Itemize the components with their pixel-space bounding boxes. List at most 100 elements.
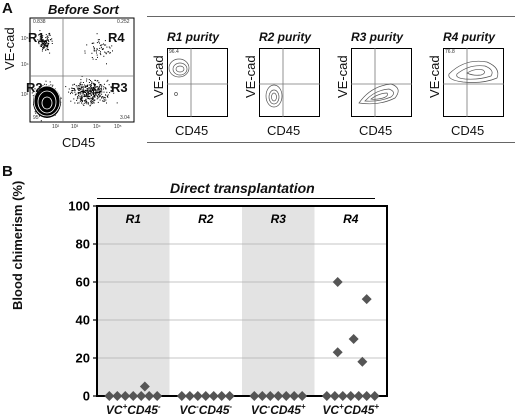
y-tick-label: 80 [76,237,90,252]
data-point [273,391,284,401]
data-point [361,391,372,401]
purity-top-rule [147,16,515,17]
x-category-label: VC-CD45- [179,402,233,417]
y-tick-label: 40 [76,313,90,328]
before-sort-title: Before Sort [48,2,119,17]
data-point [329,391,340,401]
bs-ytick-2: 10⁵ [21,36,29,42]
category-shade [97,206,170,396]
gate-label-r3: R3 [111,80,128,95]
data-point [208,391,219,401]
gate-label-r4: R4 [108,30,125,45]
data-point [120,391,131,401]
data-point [216,391,227,401]
purity-axes [167,48,228,117]
bs-xtick-1: 10³ [71,124,79,130]
gate-label-r2: R2 [26,80,43,95]
purity-xlabel: CD45 [359,123,393,138]
panel-a-letter: A [2,0,13,17]
data-point [192,391,203,401]
data-point [257,391,268,401]
purity-contours [168,58,190,96]
x-category-label: VC-CD45+ [250,402,306,417]
bs-xtick-3: 10⁵ [114,124,122,130]
purity-xlabel: CD45 [175,123,209,138]
category-gate-label: R4 [343,212,359,226]
purity-xlabel: CD45 [267,123,301,138]
data-point [297,391,308,401]
purity-row: R1 purity VE-cad CD45 96.4 R2 purity VE-… [147,20,515,140]
before-sort-events [31,30,118,122]
purity-axes [443,48,504,117]
data-point [361,294,372,305]
purity-title: R2 purity [259,30,312,44]
y-tick-label: 60 [76,275,90,290]
purity-corner-value: 76.8 [445,49,455,55]
data-point [348,334,359,344]
data-point [224,391,235,401]
direct-transplantation-header: Direct transplantation [170,180,315,196]
purity-bottom-rule [147,142,515,143]
chart-ylabel: Blood chimerism (%) [10,180,25,310]
bs-value-top-left: 0.838 [33,19,46,25]
purity-plot-r4: R4 purity VE-cad CD45 76.8 [423,20,515,140]
data-point [265,391,276,401]
purity-plot-r3: R3 purity VE-cad CD45 [331,20,423,140]
bs-value-top-right: 0.252 [117,19,130,25]
data-point [353,391,364,401]
purity-contours [358,83,399,105]
data-point [152,391,163,401]
before-sort-frame [29,17,135,123]
data-point [289,391,300,401]
category-gate-label: R2 [198,212,214,226]
data-point [345,391,356,401]
category-shade [242,206,315,396]
gate-label-r1: R1 [28,30,45,45]
bs-ytick-0: 10³ [21,92,29,98]
bs-xtick-0: 10² [52,124,60,130]
purity-contours [265,84,283,108]
category-gate-label: R1 [126,212,142,226]
purity-corner-value: 96.4 [169,49,179,55]
data-point [128,391,139,401]
data-point [321,391,332,401]
header-rule [97,198,375,199]
data-point [337,391,348,401]
data-point [332,347,343,358]
bs-value-bottom-right: 3.04 [120,115,130,121]
bs-ytick-1: 10⁴ [21,62,29,68]
purity-title: R4 purity [443,30,496,44]
purity-title: R1 purity [167,30,220,44]
data-point [369,391,380,401]
data-point [357,356,368,367]
data-point [249,391,260,401]
purity-plot-r1: R1 purity VE-cad CD45 96.4 [147,20,239,140]
before-sort-plot [29,17,135,123]
y-tick-label: 20 [76,351,90,366]
data-point [332,277,343,287]
panel-b-letter: B [2,163,13,180]
category-gate-label: R3 [271,212,287,226]
data-point [112,391,123,401]
purity-axes [259,48,320,117]
data-point [200,391,211,401]
bs-value-bottom-left: 95 [33,115,39,121]
y-tick-label: 0 [83,389,90,404]
purity-plot-r2: R2 purity VE-cad CD45 [239,20,331,140]
plot-frame [96,205,388,397]
data-point [104,391,115,401]
before-sort-contours [33,85,61,117]
data-point [144,391,155,401]
purity-xlabel: CD45 [451,123,485,138]
before-sort-xlabel: CD45 [62,135,96,150]
data-point [184,391,195,401]
data-point [176,391,187,401]
purity-contours [448,60,499,83]
x-category-label: VC+CD45+ [322,402,380,417]
y-tick-label: 100 [68,199,90,214]
data-point [281,391,292,401]
x-category-label: VC+CD45- [105,402,161,417]
bs-xtick-2: 10⁴ [93,124,101,130]
data-point [139,381,150,392]
